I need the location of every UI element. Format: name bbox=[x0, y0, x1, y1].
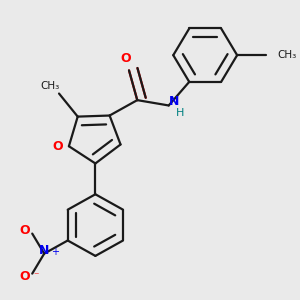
Text: H: H bbox=[176, 108, 184, 118]
Text: O: O bbox=[121, 52, 131, 65]
Text: O: O bbox=[20, 270, 30, 283]
Text: O: O bbox=[20, 224, 30, 237]
Text: CH₃: CH₃ bbox=[40, 81, 60, 91]
Text: +: + bbox=[52, 247, 59, 257]
Text: CH₃: CH₃ bbox=[278, 50, 297, 60]
Text: ⁻: ⁻ bbox=[34, 272, 39, 281]
Text: N: N bbox=[39, 244, 50, 257]
Text: N: N bbox=[169, 94, 180, 108]
Text: O: O bbox=[52, 140, 62, 153]
